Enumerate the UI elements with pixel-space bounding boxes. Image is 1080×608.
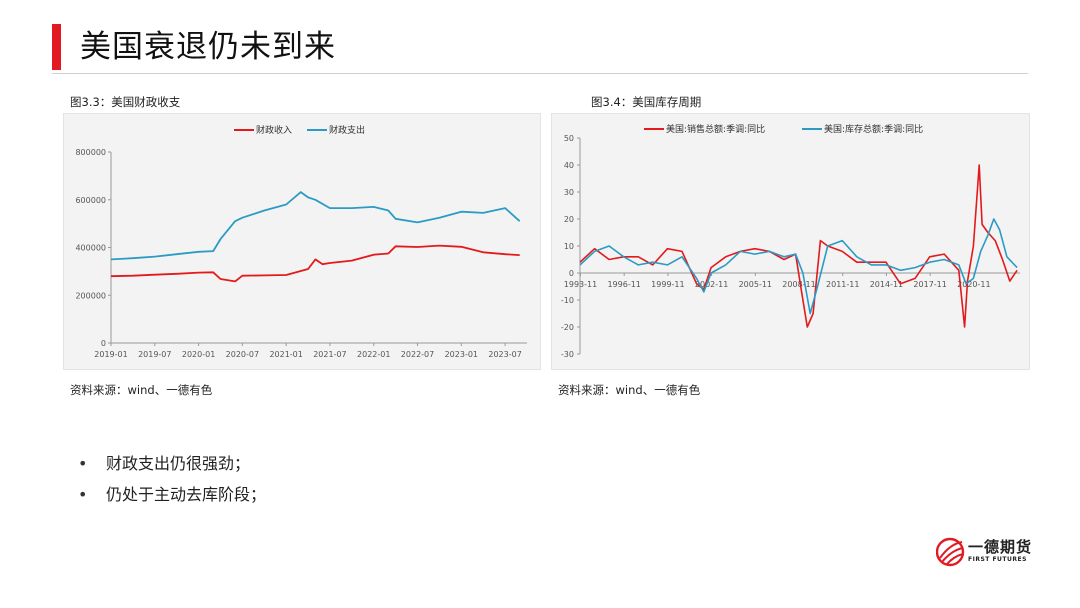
fiscal-chart: 0 200000 400000 600000 800000 2019-01 2019-07 2… xyxy=(75,124,527,359)
x-tick-label: 2021-01 xyxy=(269,350,302,359)
logo-subtitle: FIRST FUTURES xyxy=(968,556,1027,563)
y-tick-label: 20 xyxy=(564,215,574,224)
x-tick-label: 2022-07 xyxy=(401,350,434,359)
x-tick-label: 2019-01 xyxy=(94,350,127,359)
figure-title-fiscal: 图3.3：美国财政收支 xyxy=(70,95,181,109)
y-tick-label: -30 xyxy=(561,350,574,359)
inventory-chart: -30 -20 -10 0 10 20 30 40 50 1993-11 1996-11 1999-1… xyxy=(561,123,1020,359)
source-note-inventory: 资料来源：wind、一德有色 xyxy=(558,383,701,397)
y-tick-label: 0 xyxy=(569,269,574,278)
x-tick-label: 1996-11 xyxy=(607,280,640,289)
x-tick-label: 1999-11 xyxy=(651,280,684,289)
x-tick-label: 2020-01 xyxy=(182,350,215,359)
x-tick-label: 2002-11 xyxy=(695,280,728,289)
legend-label: 财政收入 xyxy=(256,124,292,136)
y-tick-label: 40 xyxy=(564,161,574,170)
y-tick-label: 30 xyxy=(564,188,574,197)
x-tick-label: 2011-11 xyxy=(826,280,859,289)
y-tick-label: 200000 xyxy=(75,291,106,300)
x-tick-label: 2014-11 xyxy=(870,280,903,289)
y-tick-label: 800000 xyxy=(75,148,106,157)
y-tick-label: 10 xyxy=(564,242,574,251)
legend-label: 财政支出 xyxy=(329,124,365,136)
title-divider xyxy=(52,73,1028,74)
source-note-fiscal: 资料来源：wind、一德有色 xyxy=(70,383,213,397)
x-tick-label: 1993-11 xyxy=(564,280,597,289)
x-tick-label: 2022-01 xyxy=(357,350,390,359)
series-line-revenue xyxy=(110,244,520,283)
series-line-expenditure xyxy=(110,191,521,261)
inventory-chart-panel: -30 -20 -10 0 10 20 30 40 50 1993-11 1996-11 1999-1… xyxy=(551,113,1030,370)
fiscal-chart-panel: 0 200000 400000 600000 800000 2019-01 2019-07 2… xyxy=(63,113,541,370)
x-tick-label: 2020-11 xyxy=(957,280,990,289)
y-tick-label: 600000 xyxy=(75,196,106,205)
figure-title-inventory: 图3.4：美国库存周期 xyxy=(591,95,702,109)
x-tick-label: 2019-07 xyxy=(138,350,171,359)
y-tick-label: -10 xyxy=(561,296,574,305)
y-tick-label: 50 xyxy=(564,134,574,143)
x-tick-label: 2005-11 xyxy=(739,280,772,289)
series-line-inventory xyxy=(579,218,1018,315)
logo-mark-icon xyxy=(936,537,965,567)
x-tick-label: 2023-01 xyxy=(445,350,478,359)
x-tick-label: 2017-11 xyxy=(913,280,946,289)
bullet-item: 财政支出仍很强劲； xyxy=(78,448,266,479)
series-line-sales xyxy=(579,164,1018,328)
bullet-item: 仍处于主动去库阶段； xyxy=(78,479,266,510)
legend-label: 美国:库存总额:季调:同比 xyxy=(824,123,923,135)
legend-label: 美国:销售总额:季调:同比 xyxy=(666,123,765,135)
title-accent-bar xyxy=(52,24,61,70)
y-tick-label: 0 xyxy=(101,339,106,348)
x-tick-label: 2020-07 xyxy=(226,350,259,359)
logo-name: 一德期货 xyxy=(968,538,1033,556)
x-tick-label: 2008-11 xyxy=(782,280,815,289)
y-tick-label: -20 xyxy=(561,323,574,332)
x-tick-label: 2023-07 xyxy=(488,350,521,359)
company-logo: 一德期货 FIRST FUTURES xyxy=(936,532,1036,572)
y-tick-label: 400000 xyxy=(75,244,106,253)
bullet-list: 财政支出仍很强劲； 仍处于主动去库阶段； xyxy=(78,448,266,510)
x-tick-label: 2021-07 xyxy=(313,350,346,359)
page-title: 美国衰退仍未到来 xyxy=(80,29,336,65)
